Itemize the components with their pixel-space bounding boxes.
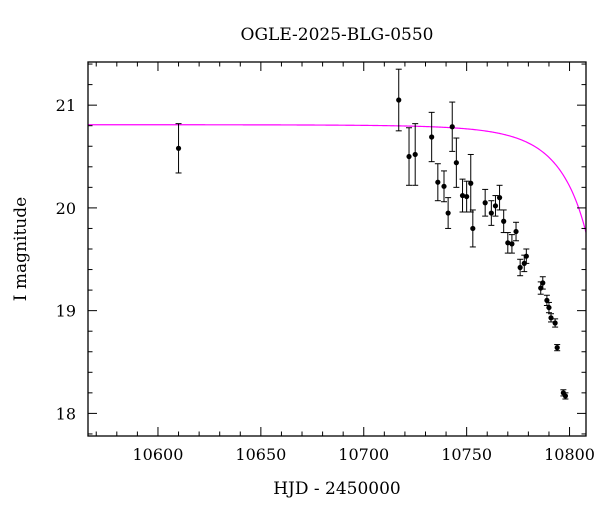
plot-layer: 10600 10650 10700 10750 10800 18 19 20 21 <box>56 61 595 464</box>
data-point <box>412 123 419 186</box>
data-marker <box>554 345 560 351</box>
data-point <box>449 101 456 152</box>
data-marker <box>540 280 546 286</box>
data-point <box>175 123 182 174</box>
data-marker <box>517 264 523 271</box>
data-marker <box>482 200 488 206</box>
data-point <box>445 197 452 229</box>
x-tick-label: 10700 <box>338 445 389 464</box>
data-marker <box>544 297 550 303</box>
data-point <box>513 221 520 242</box>
chart-title: OGLE-2025-BLG-0550 <box>241 25 434 45</box>
data-point <box>548 313 555 323</box>
data-marker <box>406 153 412 160</box>
data-marker <box>396 97 402 103</box>
x-tick-label: 10650 <box>235 445 286 464</box>
data-point <box>463 180 470 213</box>
y-tick-label: 19 <box>56 302 76 321</box>
y-tick-label: 18 <box>56 404 76 423</box>
data-marker <box>459 192 466 199</box>
data-point <box>517 258 524 277</box>
data-marker <box>464 193 470 200</box>
y-tick-label: 21 <box>56 96 76 115</box>
data-point <box>459 178 466 213</box>
data-marker <box>488 210 494 216</box>
data-marker <box>509 241 515 247</box>
y-axis-label: I magnitude <box>11 197 31 301</box>
data-point <box>492 195 499 217</box>
data-marker <box>501 218 507 224</box>
data-point <box>508 234 515 254</box>
data-point <box>428 111 435 163</box>
data-marker <box>513 228 519 235</box>
data-marker <box>505 240 511 246</box>
data-point <box>539 276 546 290</box>
x-tick-label: 10750 <box>441 445 492 464</box>
data-point <box>552 318 559 328</box>
y-tick-label: 20 <box>56 199 76 218</box>
data-point <box>496 184 503 211</box>
data-point <box>441 170 448 203</box>
data-marker <box>445 210 451 216</box>
data-marker <box>441 183 447 189</box>
data-marker <box>523 253 529 259</box>
data-marker <box>546 304 552 311</box>
x-tick-label: 10600 <box>133 445 184 464</box>
data-point <box>467 153 474 213</box>
data-point <box>453 137 460 188</box>
plot-frame <box>87 61 587 437</box>
data-point <box>469 209 476 248</box>
data-point <box>434 163 441 202</box>
data-marker <box>470 225 476 232</box>
data-marker <box>468 180 474 186</box>
data-marker <box>435 179 441 185</box>
data-point <box>488 200 495 226</box>
data-marker <box>548 315 554 321</box>
data-point <box>500 209 507 234</box>
data-point <box>395 68 402 132</box>
data-point <box>523 248 530 264</box>
data-point <box>562 392 569 400</box>
data-marker <box>449 124 455 130</box>
data-marker <box>562 393 569 399</box>
data-marker <box>496 195 503 201</box>
x-axis-label: HJD - 2450000 <box>273 479 401 499</box>
x-tick-label: 10800 <box>544 445 595 464</box>
data-marker <box>492 203 499 209</box>
data-point <box>545 301 552 314</box>
model-curve <box>88 124 586 233</box>
data-marker <box>429 134 435 140</box>
data-marker <box>412 151 418 158</box>
data-marker <box>453 160 459 166</box>
data-point <box>482 188 489 217</box>
data-marker <box>175 145 182 151</box>
data-point <box>554 344 561 352</box>
data-marker <box>552 320 558 326</box>
data-point <box>406 127 413 186</box>
